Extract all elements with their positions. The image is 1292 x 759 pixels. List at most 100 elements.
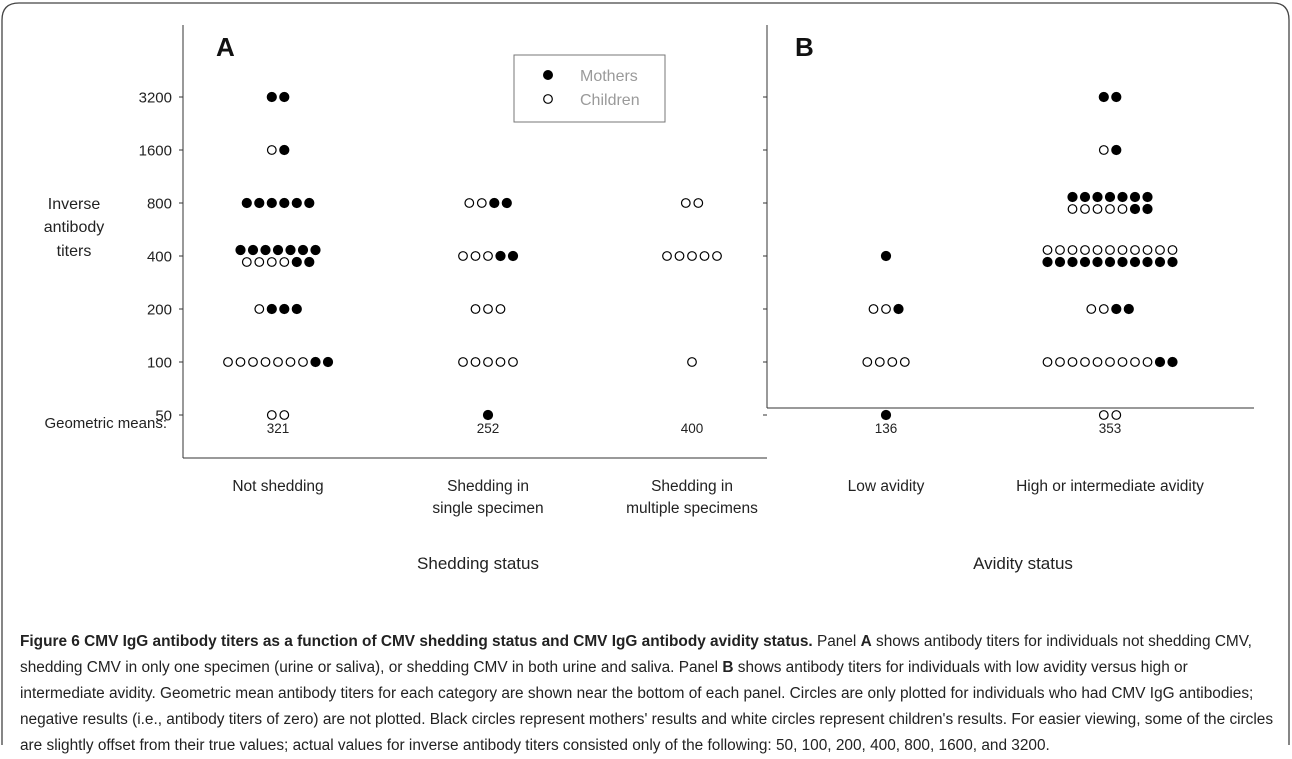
- mother-point: [1067, 191, 1078, 203]
- x-category-label: High or intermediate avidity: [1016, 478, 1204, 495]
- child-point: [1080, 245, 1090, 255]
- mother-point: [893, 303, 904, 315]
- mother-point: [1142, 203, 1153, 215]
- child-point: [1080, 357, 1090, 367]
- mother-point: [291, 303, 302, 315]
- child-point: [1111, 410, 1122, 420]
- mother-point: [279, 91, 290, 103]
- mother-point: [880, 409, 892, 421]
- y-axis-title-line-2: antibody: [44, 219, 105, 236]
- mother-point: [1154, 256, 1166, 268]
- child-point: [1117, 245, 1128, 255]
- geometric-mean-value: 136: [875, 421, 898, 436]
- child-point: [1155, 245, 1165, 255]
- child-point: [862, 357, 873, 367]
- child-point: [1067, 357, 1078, 367]
- child-point: [495, 357, 506, 367]
- child-point: [1142, 357, 1153, 367]
- child-point: [662, 251, 672, 261]
- mother-point: [501, 197, 512, 209]
- child-point: [298, 357, 308, 367]
- child-point: [1098, 304, 1109, 314]
- mother-point: [1129, 191, 1141, 203]
- mother-point: [1117, 256, 1128, 268]
- x-category-label: Not shedding: [232, 478, 323, 495]
- x-category-label: single specimen: [432, 500, 543, 517]
- y-axis-title-line-3: titers: [57, 243, 92, 260]
- y-tick-label: 1600: [139, 143, 172, 160]
- child-point: [1067, 245, 1078, 255]
- legend-mothers-marker: [543, 70, 553, 80]
- legend-mothers-label: Mothers: [580, 68, 638, 85]
- child-point: [285, 357, 296, 367]
- child-point: [241, 257, 252, 267]
- y-tick-label: 100: [147, 355, 172, 372]
- mother-point: [1142, 191, 1153, 203]
- mother-point: [1123, 303, 1134, 315]
- child-point: [1105, 204, 1115, 214]
- child-point: [279, 410, 290, 420]
- mother-point: [1111, 303, 1122, 315]
- mother-point: [1104, 191, 1116, 203]
- mother-point: [1098, 91, 1109, 103]
- child-point: [1098, 145, 1109, 155]
- geometric-mean-value: 400: [681, 421, 704, 436]
- y-axis-title-line-1: Inverse: [48, 196, 101, 213]
- child-point: [1117, 357, 1128, 367]
- child-point: [476, 198, 487, 208]
- caption-text-2: shows antibody titers for individuals no…: [20, 633, 1252, 676]
- mother-point: [495, 250, 506, 262]
- y-ticks: 50 100 200 400 800 1600 3200: [139, 90, 767, 425]
- child-point: [483, 304, 493, 314]
- caption-lead: Figure 6 CMV IgG antibody titers as a fu…: [20, 633, 813, 650]
- child-point: [674, 251, 685, 261]
- mother-point: [1067, 256, 1078, 268]
- mother-point: [322, 356, 334, 368]
- child-point: [273, 357, 283, 367]
- figure-border: [1, 2, 1290, 745]
- child-point: [1086, 304, 1097, 314]
- x-category-label: multiple specimens: [626, 500, 758, 517]
- mother-point: [1111, 144, 1122, 156]
- mother-point: [507, 250, 519, 262]
- child-point: [223, 357, 233, 367]
- mother-point: [254, 197, 265, 209]
- mother-point: [291, 256, 302, 268]
- child-point: [254, 257, 265, 267]
- child-point: [1055, 245, 1065, 255]
- mother-point: [1054, 256, 1066, 268]
- panel-b-label: B: [795, 32, 814, 62]
- child-point: [1092, 245, 1103, 255]
- geometric-mean-value: 353: [1099, 421, 1122, 436]
- caption-panel-a: A: [860, 633, 872, 650]
- child-point: [1080, 204, 1090, 214]
- figure-caption: Figure 6 CMV IgG antibody titers as a fu…: [20, 629, 1275, 759]
- child-point: [470, 304, 481, 314]
- mother-point: [482, 409, 494, 421]
- y-tick-label: 400: [147, 249, 172, 266]
- child-point: [1167, 245, 1178, 255]
- caption-text-1: Panel: [812, 633, 861, 650]
- mother-point: [1079, 191, 1091, 203]
- child-point: [470, 251, 481, 261]
- y-tick-label: 3200: [139, 90, 172, 107]
- child-point: [266, 257, 277, 267]
- child-point: [687, 357, 697, 367]
- x-category-label: Shedding in: [447, 478, 529, 495]
- child-point: [899, 357, 910, 367]
- mother-point: [241, 197, 252, 209]
- child-point: [248, 357, 258, 367]
- geometric-means-label: Geometric means:: [44, 415, 167, 432]
- child-point: [1067, 204, 1078, 214]
- mother-point: [272, 244, 284, 256]
- mother-point: [1092, 191, 1103, 203]
- child-point: [458, 357, 468, 367]
- mother-point: [310, 356, 321, 368]
- mother-point: [489, 197, 500, 209]
- child-point: [1092, 357, 1103, 367]
- mother-point: [247, 244, 259, 256]
- child-point: [1042, 357, 1053, 367]
- y-tick-label: 200: [147, 302, 172, 319]
- chart-texts: 321 Not shedding 252 Shedding in single spec…: [232, 421, 1204, 517]
